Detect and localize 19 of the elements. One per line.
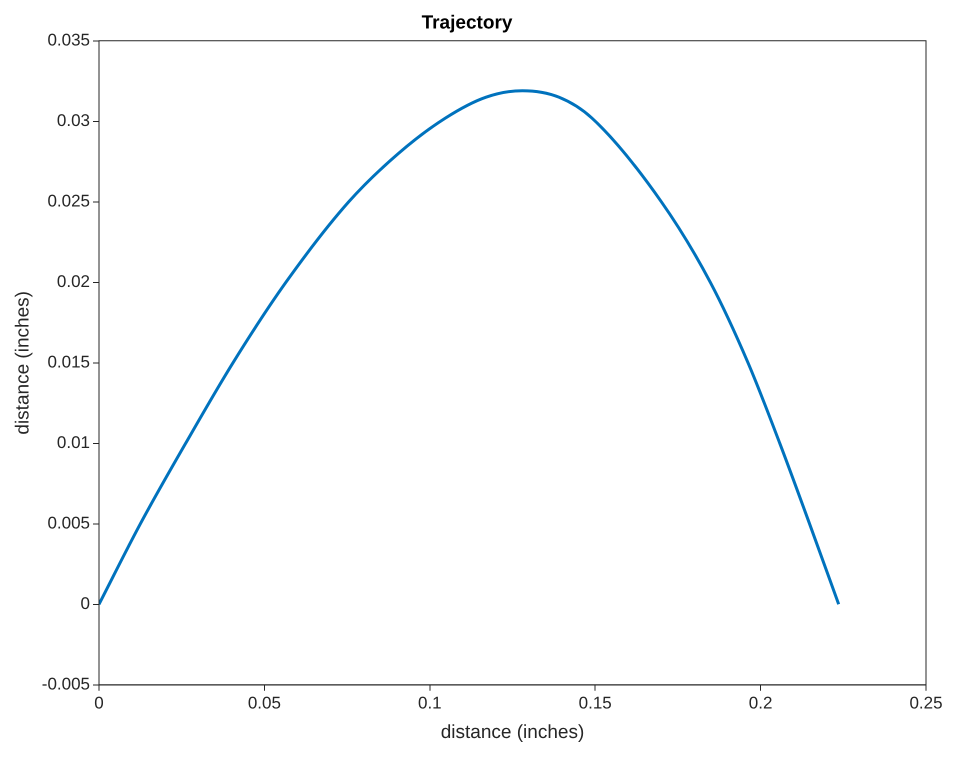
y-tick-label: 0: [80, 594, 90, 613]
x-tick-label: 0.1: [418, 694, 442, 713]
y-tick-label: -0.005: [42, 674, 90, 694]
y-tick-label: 0.03: [56, 110, 90, 130]
y-tick-label: 0.035: [47, 30, 90, 50]
chart-title: Trajectory: [422, 12, 513, 34]
x-tick-label: 0.25: [909, 694, 943, 713]
line-series: [99, 89, 840, 606]
y-tick-label: 0.015: [47, 352, 90, 372]
x-tick-label: 0.05: [248, 694, 281, 713]
y-tick-label: 0.02: [56, 272, 90, 291]
y-tick-label: 0.025: [47, 191, 90, 210]
y-tick-label: 0.005: [47, 513, 90, 532]
x-axis-title: distance (inches): [440, 722, 584, 743]
y-tick-label: 0.01: [56, 432, 90, 452]
x-tick-label: 0: [94, 694, 104, 713]
x-tick-label: 0.15: [578, 694, 612, 713]
x-tick-label: 0.2: [748, 694, 772, 713]
y-axis-title: distance (inches): [12, 290, 34, 435]
